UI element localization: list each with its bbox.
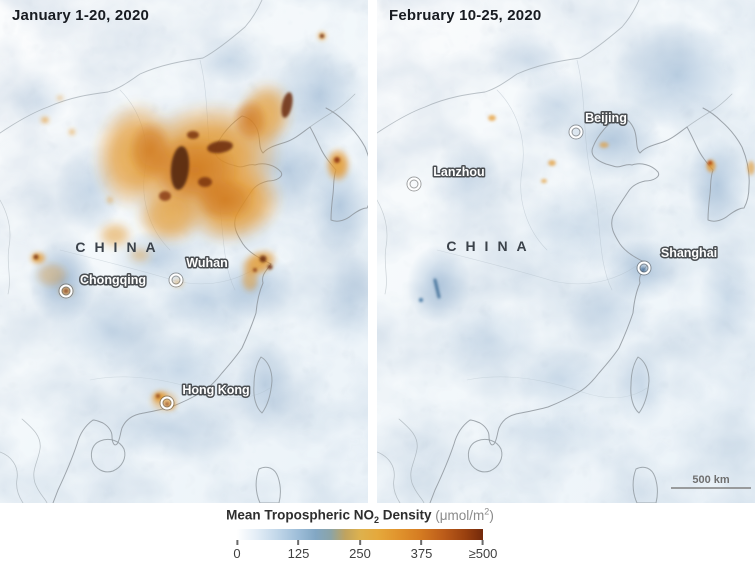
legend-title-text: Mean Tropospheric NO — [226, 507, 374, 523]
january-no2-hotspots — [33, 34, 340, 406]
city-label-wuhan: Wuhan — [186, 256, 227, 270]
tick-label: ≥500 — [468, 546, 498, 562]
tick-mark — [420, 540, 423, 546]
scale-bar: 500 km — [671, 474, 751, 489]
tick-label: 375 — [410, 546, 433, 562]
city-label-beijing: Beijing — [585, 111, 627, 125]
legend-units-close: ) — [489, 507, 494, 523]
legend-title-subscript: 2 — [373, 515, 379, 526]
city-marker-shanghai — [636, 260, 652, 276]
tick-500: ≥500 — [468, 540, 498, 562]
city-marker-beijing — [568, 124, 584, 140]
tick-mark — [235, 540, 238, 546]
tick-375: 375 — [410, 540, 433, 562]
city-label-chongqing: Chongqing — [80, 273, 146, 287]
map-pair: CHINA Chongqing Wuhan Hong Kong January … — [0, 0, 755, 503]
country-label-china-february: CHINA — [446, 238, 535, 254]
colorbar-ticks: 0 125 250 375 ≥500 — [233, 540, 497, 564]
tick-mark — [481, 540, 484, 546]
tick-mark — [358, 540, 361, 546]
map-panel-february: CHINA Lanzhou Beijing Shanghai 500 km Fe… — [377, 0, 755, 503]
legend-title: Mean Tropospheric NO2 Density (μmol/m2) — [222, 506, 498, 525]
january-no2-dense — [29, 31, 351, 413]
map-panel-january: CHINA Chongqing Wuhan Hong Kong January … — [0, 0, 368, 503]
scale-bar-label: 500 km — [692, 474, 730, 486]
legend: Mean Tropospheric NO2 Density (μmol/m2) … — [222, 506, 498, 564]
legend-units: (μmol/m2) — [435, 506, 494, 523]
tick-label: 0 — [233, 546, 241, 562]
tick-250: 250 — [349, 540, 371, 561]
tick-0: 0 — [233, 540, 241, 562]
january-panel-title: January 1-20, 2020 — [12, 7, 150, 24]
february-city-markers — [406, 124, 652, 276]
city-label-hong-kong: Hong Kong — [182, 383, 249, 397]
legend-units-text: (μmol/m — [435, 507, 485, 523]
city-label-lanzhou: Lanzhou — [433, 165, 484, 179]
february-map-svg: CHINA Lanzhou Beijing Shanghai 500 km — [377, 0, 755, 503]
tick-label: 250 — [349, 546, 371, 562]
tick-125: 125 — [287, 540, 310, 562]
february-panel-title: February 10-25, 2020 — [389, 7, 542, 24]
city-label-shanghai: Shanghai — [661, 246, 717, 260]
city-marker-lanzhou — [406, 176, 422, 192]
legend-units-superscript: 2 — [484, 506, 490, 516]
january-map-svg: CHINA Chongqing Wuhan Hong Kong — [0, 0, 368, 503]
legend-title-suffix: Density — [378, 507, 432, 523]
city-marker-wuhan — [168, 272, 184, 288]
country-label-china-january: CHINA — [75, 239, 164, 255]
january-city-markers — [58, 272, 184, 411]
colorbar — [237, 529, 483, 541]
tick-label: 125 — [287, 546, 310, 562]
city-marker-chongqing — [58, 283, 74, 299]
tick-mark — [297, 540, 300, 546]
city-marker-hong-kong — [159, 395, 175, 411]
